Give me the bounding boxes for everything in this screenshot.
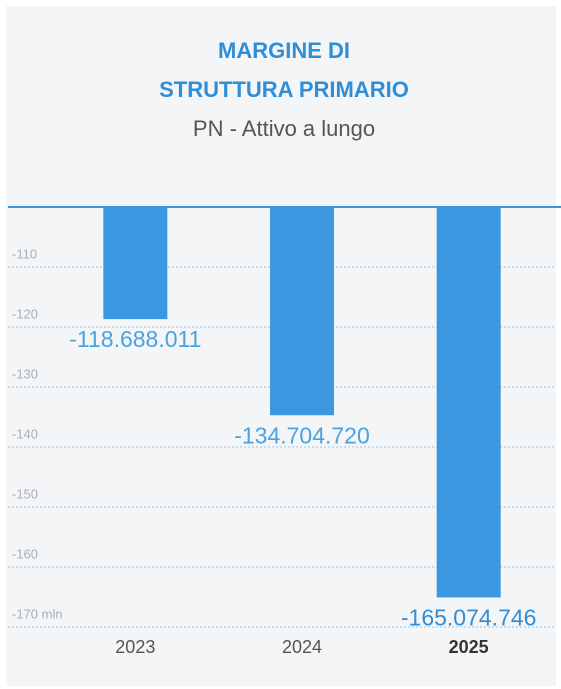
bar xyxy=(436,207,501,598)
x-tick-label: 2025 xyxy=(449,637,489,657)
value-label: -134.704.720 xyxy=(234,422,370,448)
chart-subtitle: PN - Attivo a lungo xyxy=(193,116,375,141)
value-label: -165.074.746 xyxy=(401,605,537,631)
bar xyxy=(103,207,168,320)
chart-title: MARGINE DI xyxy=(218,38,350,63)
bar xyxy=(270,207,334,416)
x-tick-label: 2024 xyxy=(282,637,322,657)
y-tick-label: -120 xyxy=(12,306,38,321)
y-tick-label: -140 xyxy=(12,426,38,441)
y-tick-label: -130 xyxy=(12,366,38,381)
y-tick-label: -150 xyxy=(12,486,38,501)
x-tick-label: 2023 xyxy=(115,637,155,657)
y-tick-label: -110 xyxy=(12,246,37,261)
y-tick-label: -170 mln xyxy=(12,606,63,621)
chart-title: STRUTTURA PRIMARIO xyxy=(159,77,409,102)
value-label: -118.688.011 xyxy=(69,326,201,352)
y-tick-label: -160 xyxy=(12,546,38,561)
